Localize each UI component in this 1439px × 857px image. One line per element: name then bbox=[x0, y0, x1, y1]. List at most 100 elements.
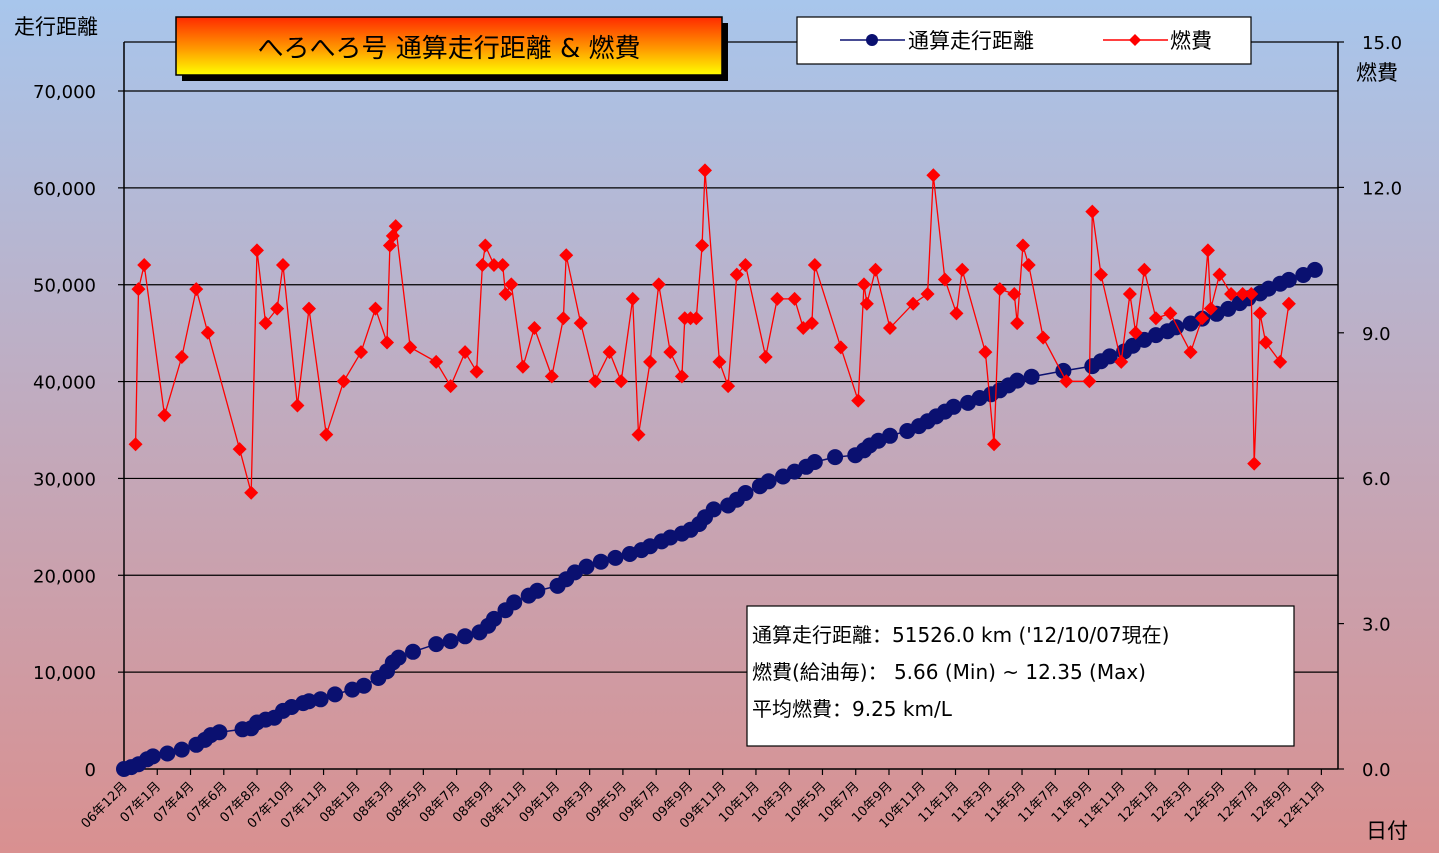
fuel-point bbox=[1082, 374, 1097, 389]
distance-point bbox=[1101, 348, 1118, 365]
right-tick-label: 0.0 bbox=[1362, 760, 1391, 781]
distance-point bbox=[428, 636, 445, 653]
distance-point bbox=[506, 594, 523, 611]
fuel-point bbox=[588, 374, 603, 389]
fuel-point bbox=[486, 257, 501, 272]
left-tick-label: 20,000 bbox=[33, 566, 96, 587]
legend: 通算走行距離 燃費 bbox=[796, 16, 1252, 65]
fuel-point bbox=[856, 277, 871, 292]
distance-point bbox=[355, 677, 372, 694]
fuel-point bbox=[920, 287, 935, 302]
fuel-point bbox=[232, 442, 247, 457]
fuel-point bbox=[1235, 287, 1250, 302]
distance-point bbox=[607, 549, 624, 566]
fuel-point bbox=[1010, 316, 1025, 331]
fuel-point bbox=[559, 248, 574, 263]
fuel-point bbox=[807, 257, 822, 272]
fuel-point bbox=[498, 287, 513, 302]
annotation-box: 通算走行距離：51526.0 km ('12/10/07現在) 燃費(給油毎)：… bbox=[746, 605, 1295, 747]
fuel-point bbox=[469, 364, 484, 379]
fuel-point bbox=[833, 340, 848, 355]
distance-point bbox=[405, 643, 421, 660]
left-tick-label: 50,000 bbox=[33, 276, 96, 297]
fuel-point bbox=[738, 257, 753, 272]
annotation-line-3: 平均燃費：9.25 km/L bbox=[752, 697, 953, 721]
fuel-point bbox=[336, 374, 351, 389]
fuel-point bbox=[137, 257, 152, 272]
fuel-point bbox=[1163, 306, 1178, 321]
distance-point bbox=[1023, 368, 1040, 385]
fuel-point bbox=[515, 359, 530, 374]
fuel-point bbox=[174, 350, 189, 365]
distance-point bbox=[1280, 271, 1297, 288]
fuel-point bbox=[1128, 325, 1143, 340]
distance-point bbox=[159, 745, 176, 762]
fuel-point bbox=[458, 345, 473, 360]
fuel-point bbox=[189, 282, 204, 297]
fuel-point bbox=[1059, 374, 1074, 389]
legend-label-fuel: 燃費 bbox=[1170, 29, 1212, 53]
fuel-point bbox=[1273, 354, 1288, 369]
fuel-point bbox=[1085, 204, 1100, 219]
left-tick-label: 10,000 bbox=[33, 663, 96, 684]
fuel-point bbox=[290, 398, 305, 413]
distance-point bbox=[486, 610, 502, 627]
fuel-point bbox=[1015, 238, 1030, 253]
distance-point bbox=[592, 553, 609, 570]
distance-point bbox=[1306, 261, 1323, 278]
fuel-point bbox=[301, 301, 316, 316]
fuel-point bbox=[354, 345, 369, 360]
fuel-point bbox=[131, 282, 146, 297]
fuel-point bbox=[544, 369, 559, 384]
fuel-point bbox=[787, 291, 802, 306]
fuel-point bbox=[882, 320, 897, 335]
distance-point bbox=[882, 427, 898, 444]
fuel-point bbox=[504, 277, 519, 292]
fuel-point bbox=[689, 311, 704, 326]
fuel-point bbox=[804, 316, 819, 331]
left-tick-label: 0 bbox=[85, 760, 96, 781]
fuel-point bbox=[1093, 267, 1108, 282]
right-tick-label: 15.0 bbox=[1362, 33, 1402, 54]
fuel-point bbox=[1137, 262, 1152, 277]
fuel-point bbox=[380, 335, 395, 350]
fuel-point bbox=[697, 163, 712, 178]
fuel-point bbox=[1200, 243, 1215, 258]
fuel-point bbox=[651, 277, 666, 292]
left-tick-label: 60,000 bbox=[33, 179, 96, 200]
fuel-point bbox=[614, 374, 629, 389]
chart-title: へろへろ号 通算走行距離 & 燃費 bbox=[257, 34, 640, 64]
left-tick-label: 40,000 bbox=[33, 373, 96, 394]
fuel-point bbox=[1281, 296, 1296, 311]
distance-point bbox=[457, 628, 474, 645]
fuel-point bbox=[1244, 287, 1259, 302]
distance-point bbox=[529, 582, 546, 599]
fuel-point bbox=[128, 437, 143, 452]
distance-point bbox=[806, 454, 823, 470]
distance-point bbox=[1009, 372, 1026, 389]
fuel-point bbox=[729, 267, 744, 282]
fuel-point bbox=[1195, 311, 1210, 326]
distance-point bbox=[390, 649, 407, 666]
fuel-point bbox=[443, 379, 458, 394]
fuel-point bbox=[556, 311, 571, 326]
fuel-point bbox=[1258, 335, 1273, 350]
fuel-point bbox=[157, 408, 172, 423]
fuel-point bbox=[992, 282, 1007, 297]
fuel-point bbox=[527, 320, 542, 335]
distance-point bbox=[144, 748, 161, 765]
distance-point bbox=[327, 686, 343, 703]
fuel-point bbox=[695, 238, 710, 253]
right-tick-label: 9.0 bbox=[1362, 324, 1391, 345]
distance-point bbox=[827, 449, 844, 466]
fuel-point bbox=[987, 437, 1002, 452]
fuel-point bbox=[851, 393, 866, 408]
fuel-point bbox=[1148, 311, 1163, 326]
x-axis-label: 日付 bbox=[1366, 819, 1408, 843]
legend-label-distance: 通算走行距離 bbox=[908, 29, 1034, 53]
fuel-point bbox=[1122, 287, 1137, 302]
distance-point bbox=[173, 741, 190, 758]
right-tick-label: 3.0 bbox=[1362, 615, 1391, 636]
distance-point bbox=[705, 501, 722, 518]
fuel-point bbox=[663, 345, 678, 360]
